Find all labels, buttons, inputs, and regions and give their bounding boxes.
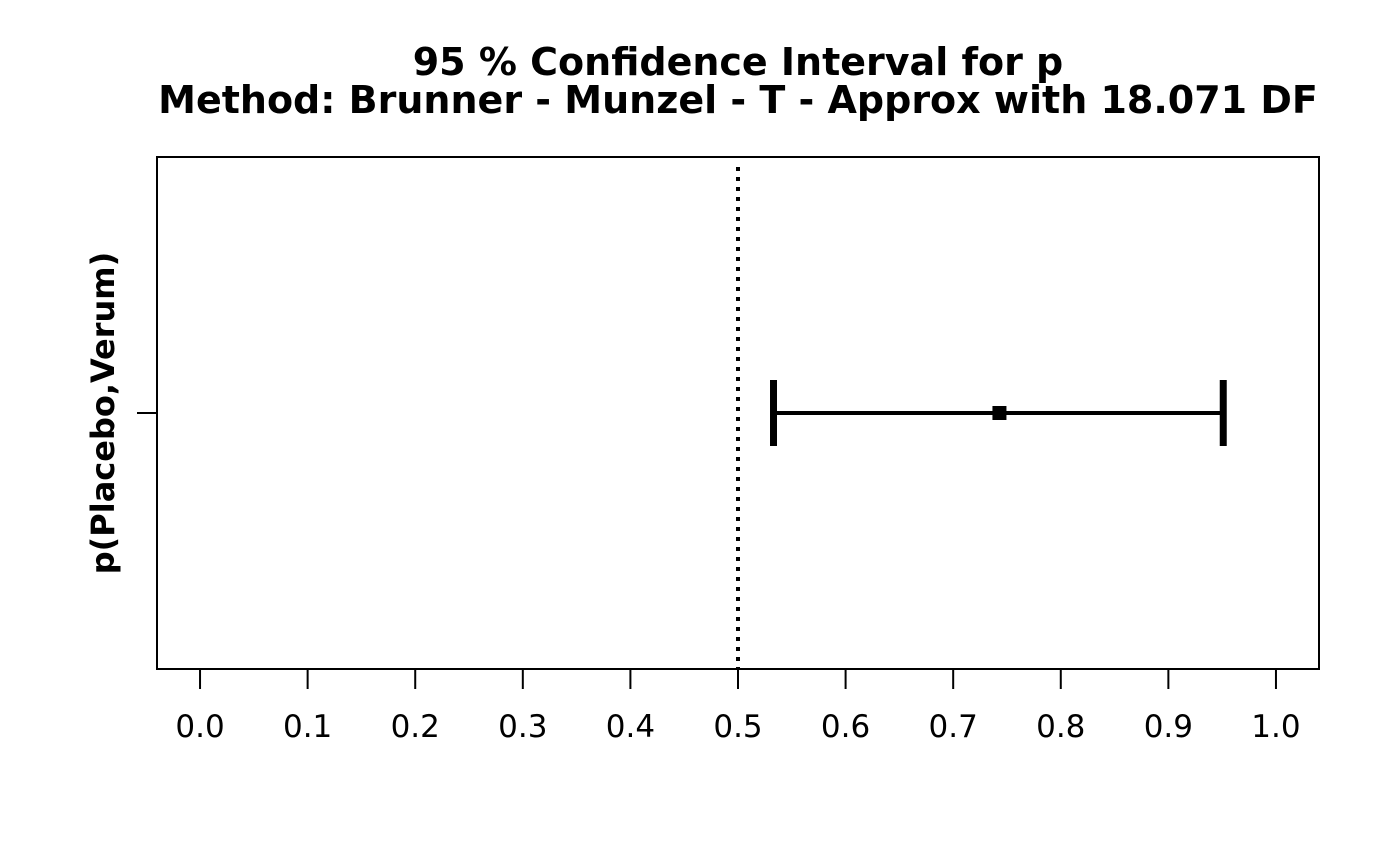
x-tick-label: 0.9 xyxy=(1144,709,1193,745)
x-tick-label: 0.0 xyxy=(175,709,224,745)
chart-subtitle: Method: Brunner - Munzel - T - Approx wi… xyxy=(158,78,1318,122)
x-tick-label: 0.6 xyxy=(821,709,870,745)
x-tick-label: 0.3 xyxy=(498,709,547,745)
plot-marks xyxy=(736,167,1227,669)
x-tick-label: 0.8 xyxy=(1036,709,1085,745)
x-tick-label: 0.4 xyxy=(606,709,655,745)
x-tick-label: 0.5 xyxy=(713,709,762,745)
x-tick-label: 1.0 xyxy=(1251,709,1300,745)
point-estimate xyxy=(992,406,1007,420)
x-axis: 0.0 0.1 0.2 0.3 0.4 0.5 0.6 0.7 0.8 0.9 1.0 xyxy=(175,669,1301,745)
x-tick-label: 0.7 xyxy=(929,709,978,745)
chart-title: 95 % Confidence Interval for p xyxy=(413,40,1064,84)
x-tick-label: 0.1 xyxy=(283,709,332,745)
y-axis-label: p(Placebo,Verum) xyxy=(84,252,122,575)
x-tick-label: 0.2 xyxy=(391,709,440,745)
